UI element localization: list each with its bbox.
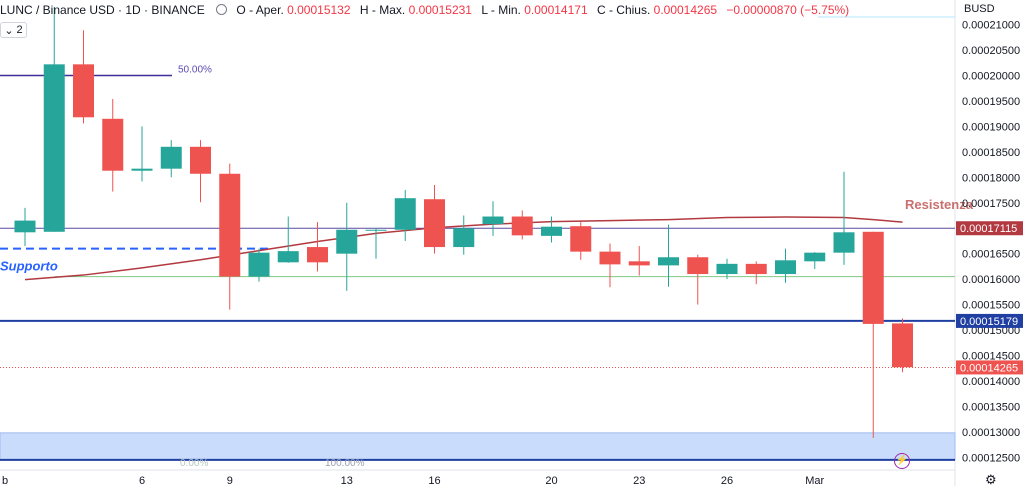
candle-body bbox=[599, 251, 621, 265]
candle-body bbox=[160, 146, 182, 169]
candle-body bbox=[541, 226, 562, 236]
open-label: O - Aper. bbox=[236, 3, 284, 17]
indicator-count: 2 bbox=[16, 24, 23, 36]
candle-body bbox=[131, 168, 153, 171]
y-tick-label: 0.00018500 bbox=[962, 147, 1020, 159]
candle-body bbox=[365, 229, 387, 231]
y-tick-label: 0.00017500 bbox=[962, 198, 1020, 210]
y-tick-label: 0.00015500 bbox=[962, 300, 1020, 312]
x-tick-label: 9 bbox=[227, 475, 233, 486]
change-value: −0.00000870 (−5.75%) bbox=[726, 3, 850, 17]
y-tick-label: 0.00014000 bbox=[962, 376, 1020, 388]
resistance-label: Resistenza bbox=[905, 197, 974, 212]
candle-body bbox=[394, 198, 416, 230]
candle-body bbox=[190, 146, 211, 174]
candle-body bbox=[482, 216, 504, 225]
candle-body bbox=[424, 199, 445, 248]
low-label: L - Min. bbox=[481, 3, 521, 17]
y-tick-label: 0.00012500 bbox=[962, 452, 1020, 464]
resistance-price-tag bbox=[956, 221, 1023, 236]
fib-50-label: 50.00% bbox=[178, 65, 212, 76]
candle-body bbox=[248, 252, 270, 277]
x-tick-label: 26 bbox=[721, 475, 733, 486]
y-tick-label: 0.00020500 bbox=[962, 45, 1020, 57]
candle-body bbox=[14, 220, 36, 233]
currency-label: BUSD bbox=[964, 3, 995, 15]
y-tick-label: 0.00016000 bbox=[962, 274, 1020, 286]
candle-body bbox=[219, 173, 241, 277]
current-price-tag-label: 0.00014265 bbox=[960, 362, 1018, 374]
level-price-tag bbox=[956, 313, 1023, 328]
candle-body bbox=[716, 263, 738, 275]
y-tick-label: 0.00018000 bbox=[962, 172, 1020, 184]
x-tick-label: 16 bbox=[428, 475, 440, 486]
candle-body bbox=[511, 216, 533, 236]
close-value: 0.00014265 bbox=[653, 3, 718, 17]
candle-body bbox=[43, 64, 65, 232]
x-tick-label: 6 bbox=[139, 475, 145, 486]
x-tick-label: 23 bbox=[633, 475, 645, 486]
low-value: 0.00014171 bbox=[524, 3, 588, 17]
candle-body bbox=[453, 228, 475, 248]
y-tick-label: 0.00019000 bbox=[962, 121, 1020, 133]
x-tick-label: 13 bbox=[341, 475, 353, 486]
y-tick-label: 0.00013500 bbox=[962, 401, 1020, 413]
candle-body bbox=[277, 251, 299, 263]
candle-body bbox=[745, 263, 767, 275]
chart-header: LUNC / Binance USD · 1D · BINANCE O - Ap… bbox=[0, 3, 855, 17]
level-price-tag-label: 0.00015179 bbox=[960, 316, 1018, 328]
candle-body bbox=[102, 118, 124, 171]
candle-body bbox=[862, 231, 884, 324]
fib-100-label: 100.00% bbox=[325, 458, 365, 469]
x-tick-label: 20 bbox=[545, 475, 557, 486]
candle-body bbox=[804, 252, 826, 262]
candle-body bbox=[775, 260, 796, 275]
high-value: 0.00015231 bbox=[408, 3, 472, 17]
candle-body bbox=[658, 257, 679, 266]
candle-body bbox=[833, 232, 855, 253]
x-tick-label: b bbox=[2, 475, 8, 486]
x-tick-label: Mar bbox=[805, 475, 824, 486]
candle-body bbox=[687, 257, 709, 275]
candle-body bbox=[307, 247, 328, 263]
chevron-down-icon: ⌄ bbox=[4, 24, 14, 37]
resistance-price-tag-label: 0.00017115 bbox=[960, 223, 1017, 235]
y-tick-label: 0.00014500 bbox=[962, 350, 1020, 362]
y-tick-label: 0.00015000 bbox=[962, 325, 1020, 337]
y-tick-label: 0.00019500 bbox=[962, 96, 1020, 108]
y-tick-label: 0.00021000 bbox=[962, 20, 1020, 32]
symbol-title[interactable]: LUNC / Binance USD · 1D · BINANCE bbox=[0, 3, 205, 17]
candle-body bbox=[73, 64, 94, 118]
candle-body bbox=[628, 261, 650, 266]
support-label: Supporto bbox=[0, 259, 58, 274]
open-value: 0.00015132 bbox=[287, 3, 351, 17]
replay-icon[interactable]: ⚡ bbox=[894, 453, 910, 469]
support-zone bbox=[0, 432, 956, 461]
candle-body bbox=[570, 226, 592, 252]
y-tick-label: 0.00016500 bbox=[962, 249, 1020, 261]
current-price-tag bbox=[956, 360, 1023, 375]
high-label: H - Max. bbox=[359, 3, 406, 17]
close-label: C - Chius. bbox=[596, 3, 651, 17]
market-status-icon bbox=[216, 4, 228, 15]
candle-body bbox=[336, 229, 358, 254]
y-tick-label: 0.00013000 bbox=[962, 427, 1020, 439]
fib-0-label: 0.00% bbox=[180, 458, 208, 469]
y-tick-label: 0.00020000 bbox=[962, 71, 1020, 83]
gear-icon[interactable]: ⚙ bbox=[985, 472, 997, 487]
candle-body bbox=[892, 323, 913, 368]
indicators-toggle-button[interactable]: ⌄ 2 bbox=[0, 22, 27, 38]
